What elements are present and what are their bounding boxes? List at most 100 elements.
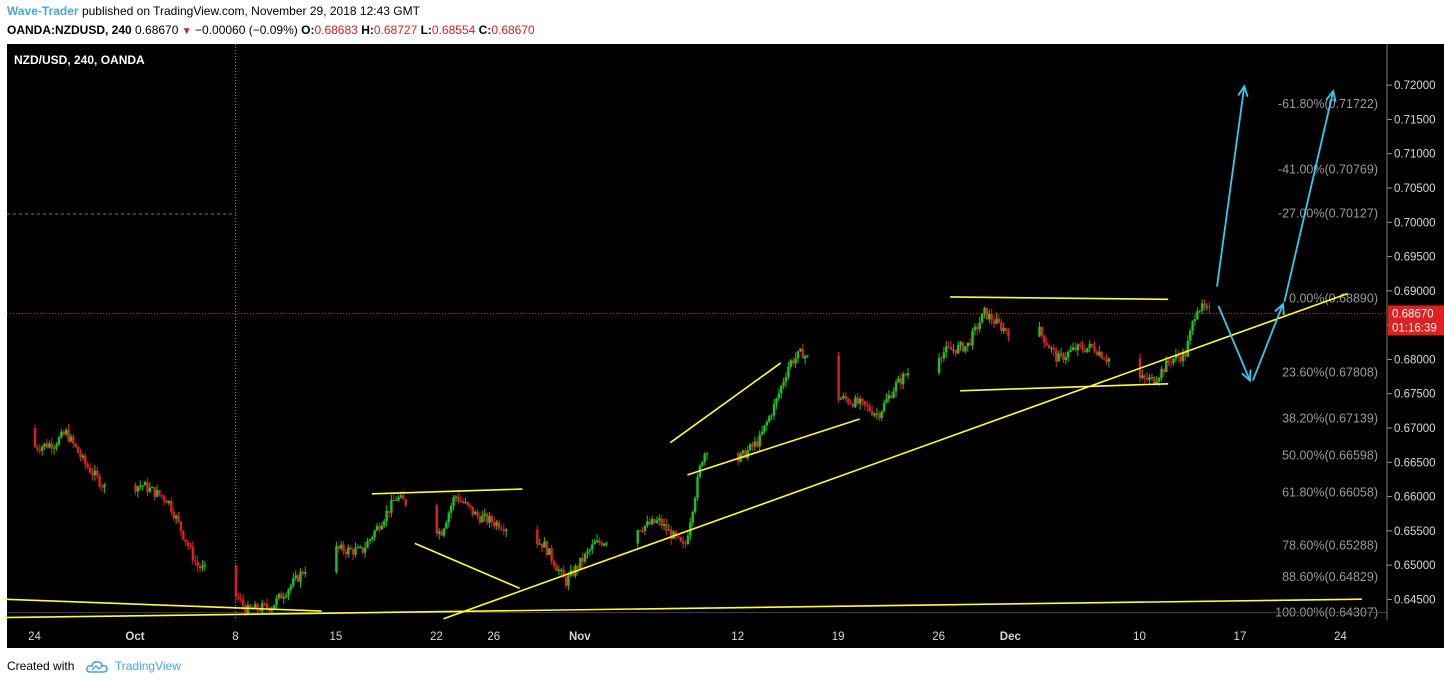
candle-body bbox=[600, 542, 604, 546]
close-label: C: bbox=[478, 23, 492, 37]
author-link[interactable]: Wave-Trader bbox=[7, 4, 79, 18]
candle-body bbox=[134, 484, 137, 492]
candle-body bbox=[844, 395, 848, 400]
candle-body bbox=[605, 543, 608, 545]
trendline[interactable] bbox=[950, 296, 1169, 301]
candle-body bbox=[179, 521, 183, 531]
candle-body bbox=[674, 531, 678, 537]
trendline[interactable] bbox=[414, 542, 520, 589]
candle-body bbox=[378, 525, 381, 530]
time-axis-background bbox=[7, 620, 1444, 648]
candle-body bbox=[552, 560, 556, 567]
candle-body bbox=[954, 349, 958, 354]
y-tick-label: 0.64500 bbox=[1394, 594, 1436, 606]
candle-body bbox=[373, 530, 376, 538]
trendline[interactable] bbox=[371, 488, 523, 495]
candle-body bbox=[392, 499, 395, 501]
projection-arrow[interactable] bbox=[1216, 84, 1249, 287]
candle-body bbox=[182, 530, 185, 540]
projection-arrow[interactable] bbox=[1283, 89, 1337, 302]
candle-body bbox=[48, 443, 51, 448]
candle-body bbox=[79, 453, 82, 458]
projection-arrow[interactable] bbox=[1217, 305, 1252, 383]
y-tick-label: 0.71500 bbox=[1394, 114, 1436, 126]
projection-arrow[interactable] bbox=[1252, 302, 1285, 381]
fib-level-label: 61.80%(0.66058) bbox=[1282, 486, 1378, 500]
candle-body bbox=[447, 512, 450, 523]
candle-body bbox=[1050, 347, 1053, 349]
tradingview-link[interactable]: TradingView bbox=[114, 659, 181, 673]
candle-body bbox=[571, 570, 575, 576]
candle-body bbox=[72, 436, 75, 444]
candle-body bbox=[399, 495, 403, 498]
time-axis[interactable]: 24 Oct 8 15 22 26 Nov 12 19 26 Dec 10 17 24 bbox=[28, 631, 1347, 643]
candle-body bbox=[184, 539, 187, 543]
y-tick-label: 0.70500 bbox=[1394, 183, 1436, 195]
candle-body bbox=[160, 495, 163, 497]
candle-body bbox=[803, 356, 807, 359]
candle-body bbox=[500, 528, 503, 530]
candle-body bbox=[705, 453, 709, 455]
candle-body bbox=[344, 551, 348, 555]
candle-body bbox=[93, 470, 97, 476]
candle-body bbox=[1000, 322, 1003, 331]
candle-body bbox=[784, 377, 788, 382]
candle-body bbox=[1143, 375, 1146, 378]
down-triangle-icon: ▼ bbox=[181, 26, 192, 37]
candle-body bbox=[165, 500, 168, 504]
candle-body bbox=[1057, 353, 1060, 362]
candle-body bbox=[502, 529, 505, 532]
candle-body bbox=[1148, 377, 1151, 380]
trendline[interactable] bbox=[669, 362, 782, 444]
candles bbox=[33, 299, 1211, 617]
candle-body bbox=[648, 521, 651, 525]
candle-body bbox=[483, 513, 486, 516]
candle-body bbox=[339, 544, 343, 549]
candle-body bbox=[402, 495, 405, 500]
candle-body bbox=[1193, 319, 1197, 322]
candle-body bbox=[265, 603, 269, 608]
trendlines[interactable] bbox=[2, 292, 1362, 620]
candle-body bbox=[1095, 351, 1099, 356]
trendline[interactable] bbox=[687, 418, 860, 476]
candle-body bbox=[387, 510, 391, 513]
candle-body bbox=[768, 416, 771, 422]
candle-body bbox=[62, 431, 65, 435]
candle-body bbox=[452, 497, 455, 506]
candle-body bbox=[1069, 349, 1072, 352]
candle-body bbox=[1145, 377, 1149, 380]
trendline[interactable] bbox=[2, 598, 1362, 619]
trendline[interactable] bbox=[960, 382, 1169, 392]
high-value: 0.68727 bbox=[373, 23, 418, 37]
candle-body bbox=[440, 531, 443, 536]
price-chart[interactable]: -61.80%(0.71722) -41.00%(0.70769) -27.00%(… bbox=[0, 44, 1444, 648]
arrow-shaft bbox=[1217, 305, 1251, 381]
candle-body bbox=[751, 444, 754, 447]
candle-body bbox=[736, 453, 740, 462]
candle-body bbox=[543, 541, 546, 548]
projection-arrows[interactable] bbox=[1216, 84, 1337, 383]
trendline[interactable] bbox=[443, 292, 1348, 620]
candle-body bbox=[890, 395, 893, 398]
chart-header: Wave-Trader published on TradingView.com… bbox=[0, 0, 1444, 44]
low-label: L: bbox=[420, 23, 432, 37]
y-tick-label: 0.67500 bbox=[1394, 389, 1436, 401]
y-tick-label: 0.72000 bbox=[1394, 80, 1436, 92]
trendline[interactable] bbox=[2, 598, 322, 612]
last-price-countdown: 01:16:39 bbox=[1392, 322, 1437, 334]
candle-body bbox=[258, 609, 262, 612]
fib-level-label: -41.00%(0.70769) bbox=[1278, 163, 1378, 177]
candle-body bbox=[854, 397, 857, 408]
candle-body bbox=[170, 500, 173, 512]
candle-body bbox=[1007, 331, 1010, 337]
candle-body bbox=[55, 444, 58, 448]
candle-body bbox=[880, 411, 883, 419]
price-axis[interactable]: 0.72000 0.71500 0.71000 0.70500 0.70000 0.695… bbox=[1387, 80, 1444, 606]
candle-body bbox=[249, 604, 252, 608]
candle-body bbox=[581, 557, 584, 562]
y-tick-label: 0.68000 bbox=[1394, 354, 1436, 366]
candle-body bbox=[861, 398, 864, 402]
candle-body bbox=[239, 598, 242, 600]
candle-body bbox=[1059, 353, 1063, 355]
candle-body bbox=[442, 528, 446, 536]
